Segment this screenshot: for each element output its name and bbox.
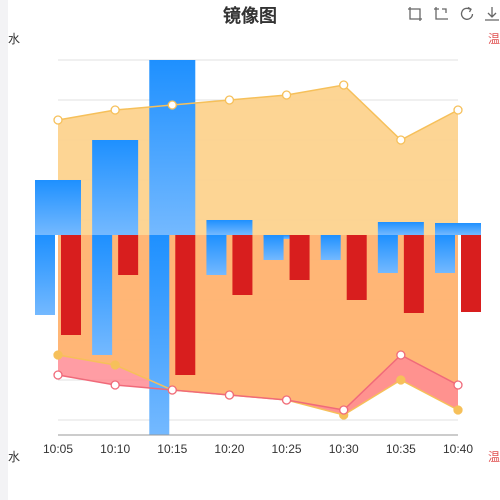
blue-bar-upper (35, 180, 81, 235)
chart-title: 镜像图 (223, 6, 277, 26)
red-bar (118, 235, 139, 275)
top-series-point (53, 115, 63, 125)
bottom-red-series-point (453, 380, 463, 390)
red-bar (232, 235, 253, 295)
bottom-orange-series-point (110, 360, 120, 370)
top-series-point (339, 80, 349, 90)
blue-bar-lower (206, 235, 227, 275)
blue-bar-lower (435, 235, 455, 273)
blue-bar-upper (377, 222, 424, 235)
red-bar (175, 235, 196, 375)
red-bar (461, 235, 481, 312)
red-bar (289, 235, 310, 280)
x-tick-label: 10:40 (443, 442, 473, 456)
right-axis-label-top: 温 (488, 32, 500, 46)
top-series-point (167, 100, 177, 110)
top-series-point (281, 90, 292, 100)
restore-icon[interactable] (459, 6, 475, 22)
red-bar (61, 235, 81, 335)
red-bar (346, 235, 367, 300)
top-series-point (110, 105, 120, 115)
top-series-point (396, 135, 406, 145)
x-axis: 10:05 10:10 10:15 10:20 10:25 10:30 10:35 10:40 (43, 434, 473, 456)
blue-bar-lower (35, 235, 55, 315)
red-bar (403, 235, 424, 313)
left-edge-strip (0, 0, 8, 500)
x-tick-label: 10:35 (386, 442, 416, 456)
blue-bar-lower (149, 235, 170, 435)
bottom-orange-series-point (396, 375, 406, 385)
x-tick-label: 10:30 (329, 442, 359, 456)
blue-bar-upper (149, 60, 196, 235)
top-series-line (57, 84, 459, 141)
zoom-icon[interactable] (407, 6, 423, 22)
line-series (53, 80, 463, 420)
bar-series (35, 60, 481, 435)
blue-bar-upper (92, 140, 139, 235)
bottom-red-series-point (224, 390, 235, 400)
area-bottom-red-series (58, 355, 458, 415)
left-axis-label-top: 水 (8, 32, 21, 46)
bottom-red-series-line (57, 354, 459, 411)
bottom-red-series-point (339, 405, 349, 415)
bottom-red-series-point (110, 380, 120, 390)
zoom-reset-icon[interactable] (433, 6, 449, 22)
left-axis-label-bottom: 水 (8, 450, 21, 464)
blue-bar-lower (263, 235, 284, 260)
blue-bar-lower (320, 235, 341, 260)
bottom-red-series-point (53, 370, 63, 380)
x-tick-label: 10:15 (157, 442, 187, 456)
blue-bar-lower (92, 235, 113, 355)
blue-bar-upper (435, 223, 481, 235)
x-tick-label: 10:20 (214, 442, 244, 456)
x-tick-label: 10:05 (43, 442, 73, 456)
bottom-orange-series-point (453, 405, 463, 415)
top-series-point (224, 95, 235, 105)
top-series-point (453, 105, 463, 115)
bottom-orange-series-point (53, 350, 63, 360)
download-icon[interactable] (484, 6, 500, 22)
bottom-red-series-point (396, 350, 406, 360)
blue-bar-upper (206, 220, 253, 235)
bottom-red-series-point (281, 395, 292, 405)
blue-bar-upper (263, 235, 310, 239)
x-tick-label: 10:25 (272, 442, 302, 456)
x-tick-label: 10:10 (100, 442, 130, 456)
blue-bar-lower (377, 235, 398, 273)
bottom-red-series-point (167, 385, 177, 395)
right-axis-label-bottom: 温 (488, 450, 500, 464)
